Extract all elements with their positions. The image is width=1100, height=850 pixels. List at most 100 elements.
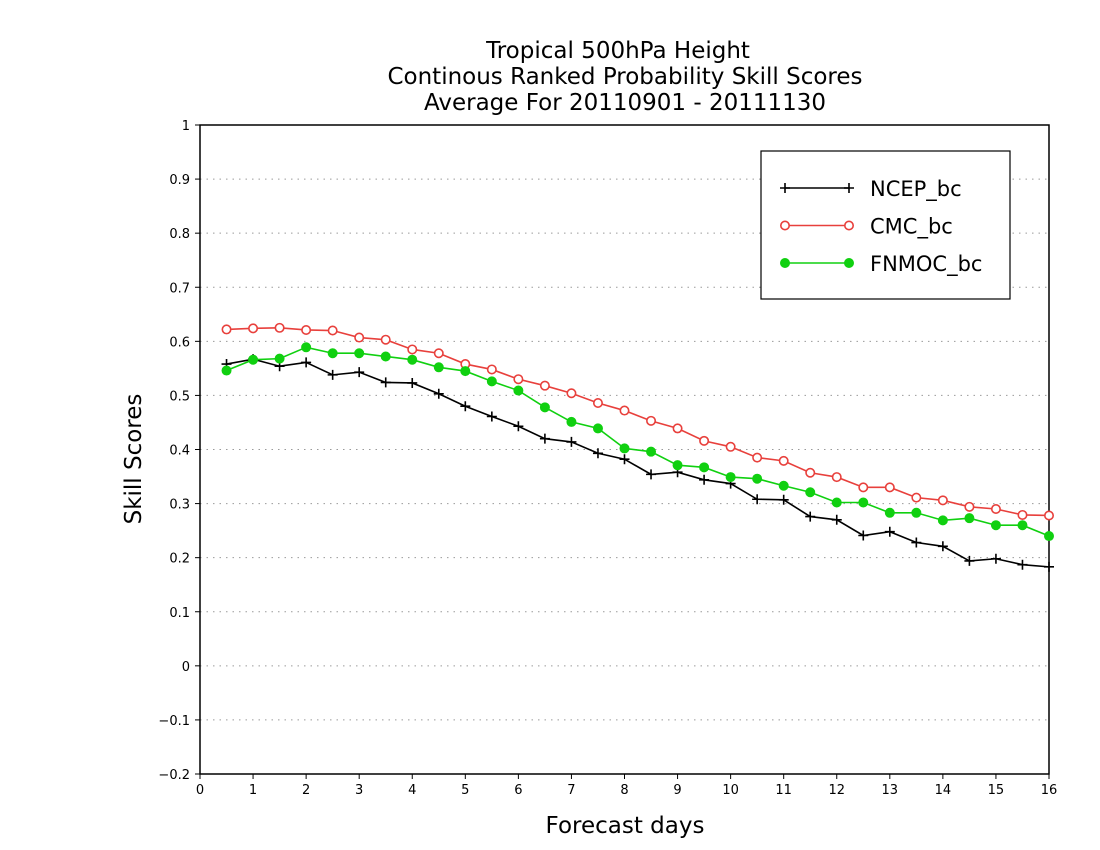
data-point-cmc-bc — [699, 435, 710, 446]
legend-item-cmc-bc: CMC_bc — [779, 215, 953, 240]
y-tick-label: 0.2 — [169, 552, 190, 567]
series-lines — [221, 322, 1055, 572]
data-point-fnmoc-bc — [301, 342, 312, 353]
data-point-fnmoc-bc — [725, 472, 736, 483]
data-point-cmc-bc — [433, 348, 444, 359]
data-point-fnmoc-bc — [274, 353, 285, 364]
data-point-ncep-bc — [327, 369, 338, 380]
data-point-fnmoc-bc — [221, 365, 232, 376]
data-point-fnmoc-bc — [327, 348, 338, 359]
legend-label-ncep-bc: NCEP_bc — [870, 177, 962, 202]
data-point-cmc-bc — [752, 452, 763, 463]
legend-marker-fnmoc-bc — [780, 258, 790, 268]
chart-title-line-2: Continous Ranked Probability Skill Score… — [387, 64, 862, 90]
data-point-ncep-bc — [301, 357, 312, 368]
x-tick-label: 0 — [196, 783, 204, 798]
legend-marker-ncep-bc — [844, 183, 854, 193]
data-point-cmc-bc — [539, 380, 550, 391]
data-point-ncep-bc — [646, 469, 657, 480]
x-tick-label: 11 — [775, 783, 792, 798]
data-point-fnmoc-bc — [539, 402, 550, 413]
data-point-fnmoc-bc — [1017, 520, 1028, 531]
y-tick-label: 0.9 — [169, 173, 190, 188]
x-tick-label: 2 — [302, 783, 310, 798]
y-tick-label: −0.2 — [158, 768, 190, 783]
y-tick-label: 0.3 — [169, 498, 190, 513]
x-tick-label: 16 — [1041, 783, 1058, 798]
x-tick-label: 12 — [828, 783, 845, 798]
data-point-cmc-bc — [725, 441, 736, 452]
legend-item-ncep-bc: NCEP_bc — [780, 177, 962, 202]
data-point-cmc-bc — [274, 322, 285, 333]
data-point-cmc-bc — [619, 405, 630, 416]
data-point-fnmoc-bc — [646, 446, 657, 457]
data-point-cmc-bc — [964, 501, 975, 512]
data-point-fnmoc-bc — [911, 507, 922, 518]
data-point-ncep-bc — [964, 555, 975, 566]
data-point-fnmoc-bc — [964, 513, 975, 524]
data-point-ncep-bc — [619, 454, 630, 465]
data-point-fnmoc-bc — [937, 515, 948, 526]
data-point-fnmoc-bc — [354, 348, 365, 359]
data-point-fnmoc-bc — [248, 354, 259, 365]
legend: NCEP_bc CMC_bc FNMOC_bc — [760, 150, 1011, 300]
data-point-fnmoc-bc — [990, 520, 1001, 531]
data-point-fnmoc-bc — [486, 376, 497, 387]
data-point-cmc-bc — [407, 344, 418, 355]
x-tick-label: 8 — [620, 783, 628, 798]
data-point-cmc-bc — [354, 332, 365, 343]
data-point-fnmoc-bc — [858, 497, 869, 508]
x-tick-label: 13 — [882, 783, 899, 798]
series-line-fnmoc-bc — [226, 346, 1050, 537]
legend-label-cmc-bc: CMC_bc — [870, 215, 953, 240]
data-point-ncep-bc — [831, 514, 842, 525]
y-tick-label: 0.4 — [169, 444, 190, 459]
y-tick-label: −0.1 — [158, 714, 190, 729]
data-point-ncep-bc — [937, 541, 948, 552]
series-line-ncep-bc — [226, 358, 1050, 568]
data-point-ncep-bc — [566, 436, 577, 447]
data-point-cmc-bc — [592, 397, 603, 408]
data-point-cmc-bc — [672, 423, 683, 434]
data-point-ncep-bc — [1044, 561, 1054, 572]
legend-marker-ncep-bc — [780, 183, 790, 193]
series-line-cmc-bc — [226, 327, 1050, 517]
y-tick-label: 0.8 — [169, 227, 190, 242]
x-axis-title: Forecast days — [546, 813, 705, 839]
data-point-ncep-bc — [592, 448, 603, 459]
data-point-ncep-bc — [433, 388, 444, 399]
data-point-ncep-bc — [858, 530, 869, 541]
legend-marker-cmc-bc — [779, 220, 790, 231]
legend-marker-cmc-bc — [843, 220, 854, 231]
x-tick-label: 9 — [673, 783, 681, 798]
data-point-cmc-bc — [805, 467, 816, 478]
data-point-cmc-bc — [831, 472, 842, 483]
x-tick-label: 10 — [722, 783, 739, 798]
data-point-cmc-bc — [778, 455, 789, 466]
data-point-ncep-bc — [752, 494, 763, 505]
y-tick-label: 0 — [182, 660, 190, 675]
x-tick-label: 6 — [514, 783, 522, 798]
data-point-fnmoc-bc — [460, 366, 471, 377]
data-point-ncep-bc — [699, 474, 710, 485]
data-point-ncep-bc — [990, 553, 1001, 564]
chart-title-line-3: Average For 20110901 - 20111130 — [424, 90, 826, 116]
data-point-fnmoc-bc — [672, 460, 683, 471]
data-point-ncep-bc — [407, 377, 418, 388]
chart-title-line-1: Tropical 500hPa Height — [485, 38, 750, 64]
data-point-ncep-bc — [460, 401, 471, 412]
data-point-cmc-bc — [990, 503, 1001, 514]
x-tick-label: 7 — [567, 783, 575, 798]
data-point-cmc-bc — [1044, 510, 1055, 521]
data-point-ncep-bc — [354, 367, 365, 378]
series-cmc-bc — [221, 322, 1055, 521]
data-point-ncep-bc — [884, 526, 895, 537]
y-tick-label: 0.5 — [169, 389, 190, 404]
legend-label-fnmoc-bc: FNMOC_bc — [870, 252, 982, 277]
data-point-fnmoc-bc — [407, 354, 418, 365]
data-point-ncep-bc — [486, 411, 497, 422]
data-point-ncep-bc — [1017, 559, 1028, 570]
data-point-fnmoc-bc — [778, 480, 789, 491]
x-tick-label: 14 — [935, 783, 952, 798]
